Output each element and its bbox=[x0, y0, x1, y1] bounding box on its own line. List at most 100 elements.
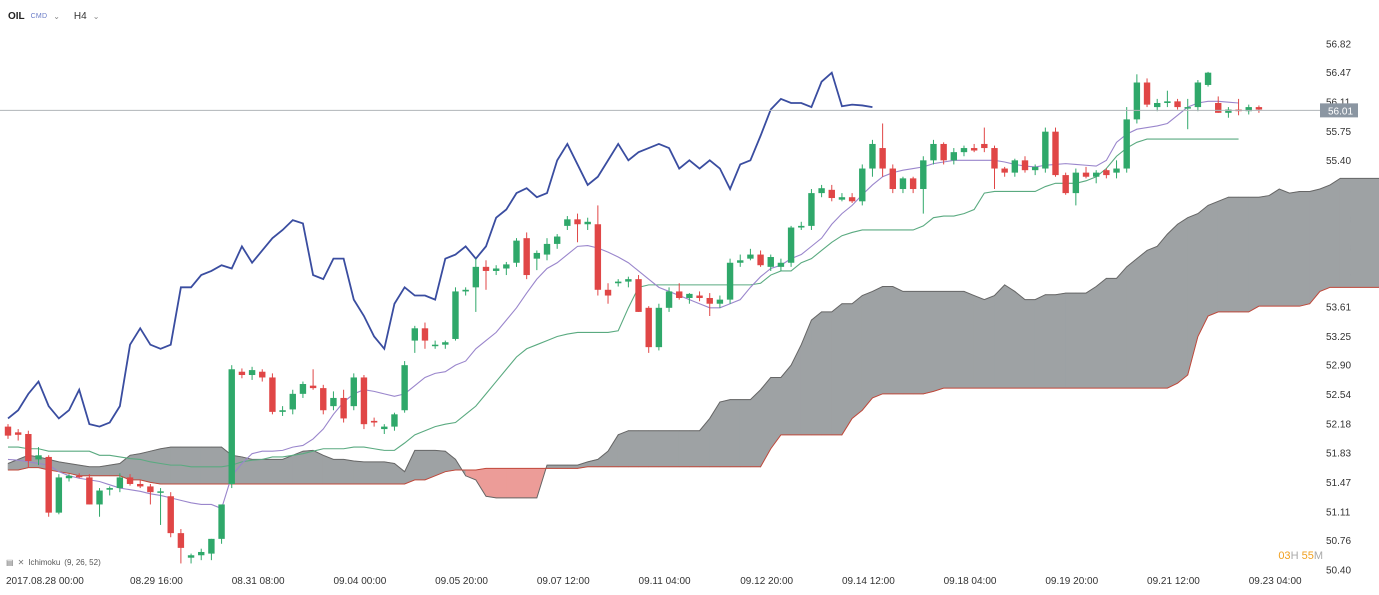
candle-bull bbox=[1031, 166, 1039, 171]
x-tick-label: 2017.08.28 00:00 bbox=[6, 576, 84, 587]
candle-bull bbox=[553, 236, 561, 244]
candle-bear bbox=[177, 533, 185, 548]
chevron-down-icon[interactable]: ⌄ bbox=[92, 11, 100, 21]
candle-bull bbox=[330, 397, 337, 407]
x-tick-label: 09.05 20:00 bbox=[435, 576, 488, 587]
kumo-cloud-bull-segment bbox=[1167, 223, 1178, 389]
candle-bull bbox=[472, 266, 480, 288]
kumo-cloud-bull-segment bbox=[1065, 292, 1077, 389]
candle-bull bbox=[686, 293, 693, 298]
kumo-cloud-bull-segment bbox=[353, 460, 365, 485]
kumo-cloud-bull-segment bbox=[831, 303, 843, 436]
candle-bull bbox=[920, 160, 927, 190]
kumo-cloud-bull-segment bbox=[861, 290, 873, 412]
x-tick-label: 09.21 12:00 bbox=[1147, 576, 1200, 587]
chikou-span-line bbox=[7, 71, 873, 428]
kumo-cloud-bull-segment bbox=[129, 453, 141, 481]
candle-bull bbox=[1133, 82, 1141, 120]
settings-icon[interactable]: ▤ bbox=[6, 558, 14, 567]
kumo-cloud-bull-segment bbox=[699, 417, 711, 468]
kumo-cloud-bull-segment bbox=[404, 450, 416, 485]
candle-bull bbox=[1184, 107, 1191, 109]
kumo-cloud-bull-segment bbox=[302, 450, 314, 485]
kumo-cloud-bull-segment bbox=[872, 286, 883, 399]
candle-bull bbox=[767, 257, 774, 267]
candle-bull bbox=[452, 291, 459, 339]
kumo-cloud-bull-segment bbox=[211, 446, 222, 485]
kumo-cloud-bear-segment bbox=[485, 468, 497, 499]
x-tick-label: 09.18 04:00 bbox=[944, 576, 997, 587]
kumo-cloud-bull-segment bbox=[811, 311, 822, 436]
kumo-cloud-bull-segment bbox=[1024, 299, 1036, 389]
kumo-cloud-bull-segment bbox=[190, 446, 202, 485]
kumo-cloud-bull-segment bbox=[689, 430, 700, 468]
kumo-cloud-bull-segment bbox=[1350, 178, 1361, 288]
x-tick-label: 09.12 20:00 bbox=[740, 576, 793, 587]
candle-bear bbox=[137, 483, 144, 487]
candle-bull bbox=[106, 488, 113, 490]
kumo-cloud-bull-segment bbox=[963, 290, 975, 389]
kumo-cloud-bull-segment bbox=[383, 461, 395, 485]
timeframe-label[interactable]: H4 bbox=[73, 10, 87, 22]
candle-bull bbox=[187, 555, 195, 558]
candle-bull bbox=[747, 254, 754, 259]
kumo-cloud-bear-segment bbox=[516, 468, 527, 499]
chevron-down-icon[interactable]: ⌄ bbox=[53, 11, 60, 21]
kumo-cloud-bull-segment bbox=[933, 291, 944, 392]
candle-bull bbox=[543, 243, 551, 255]
x-tick-label: 09.23 04:00 bbox=[1249, 576, 1302, 587]
kumo-cloud-bull-segment bbox=[1004, 284, 1016, 389]
kumo-cloud-bull-segment bbox=[333, 459, 344, 485]
candle-bull bbox=[869, 143, 876, 169]
candle-bull bbox=[1072, 172, 1080, 194]
candle-bull bbox=[1113, 168, 1120, 173]
candle-bear bbox=[482, 266, 490, 271]
kumo-cloud-bull-segment bbox=[770, 377, 782, 450]
candle-bear bbox=[1052, 131, 1059, 176]
kumo-cloud-bull-segment bbox=[750, 389, 761, 468]
candle-bull bbox=[584, 221, 591, 225]
countdown-minutes-unit: M bbox=[1313, 550, 1323, 562]
kumo-cloud-bull-segment bbox=[1197, 204, 1209, 337]
kumo-cloud-bull-segment bbox=[1177, 217, 1189, 384]
x-tick-label: 09.04 00:00 bbox=[333, 576, 386, 587]
candle-bull bbox=[208, 538, 215, 554]
candle-bull bbox=[1204, 72, 1212, 85]
x-tick-label: 09.11 04:00 bbox=[639, 576, 692, 587]
kumo-cloud-bull-segment bbox=[414, 450, 426, 481]
y-tick-label: 52.18 bbox=[1326, 420, 1351, 431]
indicator-params: (9, 26, 52) bbox=[64, 558, 101, 567]
candle-bull bbox=[157, 491, 164, 493]
candle-bull bbox=[218, 504, 225, 539]
candle-bull bbox=[513, 240, 520, 263]
symbol-label[interactable]: OIL bbox=[8, 10, 25, 22]
candle-bull bbox=[1092, 172, 1100, 177]
kumo-cloud-bull-segment bbox=[373, 461, 385, 485]
candle-bear bbox=[828, 189, 835, 199]
candle-bull bbox=[960, 148, 968, 153]
candle-bull bbox=[564, 219, 571, 226]
candle-bull bbox=[503, 264, 510, 269]
candle-bear bbox=[360, 377, 368, 425]
candle-bull bbox=[391, 414, 398, 427]
candle-bull bbox=[625, 279, 632, 282]
kumo-cloud-bull-segment bbox=[89, 466, 100, 477]
y-tick-label: 52.54 bbox=[1326, 390, 1351, 401]
close-icon[interactable]: ✕ bbox=[17, 558, 25, 567]
candle-bull bbox=[442, 342, 449, 345]
kumo-cloud-bull-segment bbox=[1126, 258, 1138, 389]
kumo-cloud-bull-segment bbox=[638, 430, 650, 468]
kumo-cloud-bull-segment bbox=[1055, 292, 1066, 389]
indicator-legend[interactable]: ▤ ✕ Ichimoku (9, 26, 52) bbox=[6, 558, 101, 567]
candle-bull bbox=[777, 262, 785, 267]
x-tick-label: 09.19 20:00 bbox=[1045, 576, 1098, 587]
candle-bear bbox=[757, 254, 764, 266]
candle-bull bbox=[198, 551, 205, 556]
candle-bear bbox=[340, 397, 347, 419]
kumo-cloud-bull-segment bbox=[973, 295, 985, 389]
kumo-cloud-bull-segment bbox=[1045, 294, 1056, 389]
kumo-cloud-bull-segment bbox=[1106, 278, 1117, 389]
candle-bear bbox=[574, 219, 581, 225]
